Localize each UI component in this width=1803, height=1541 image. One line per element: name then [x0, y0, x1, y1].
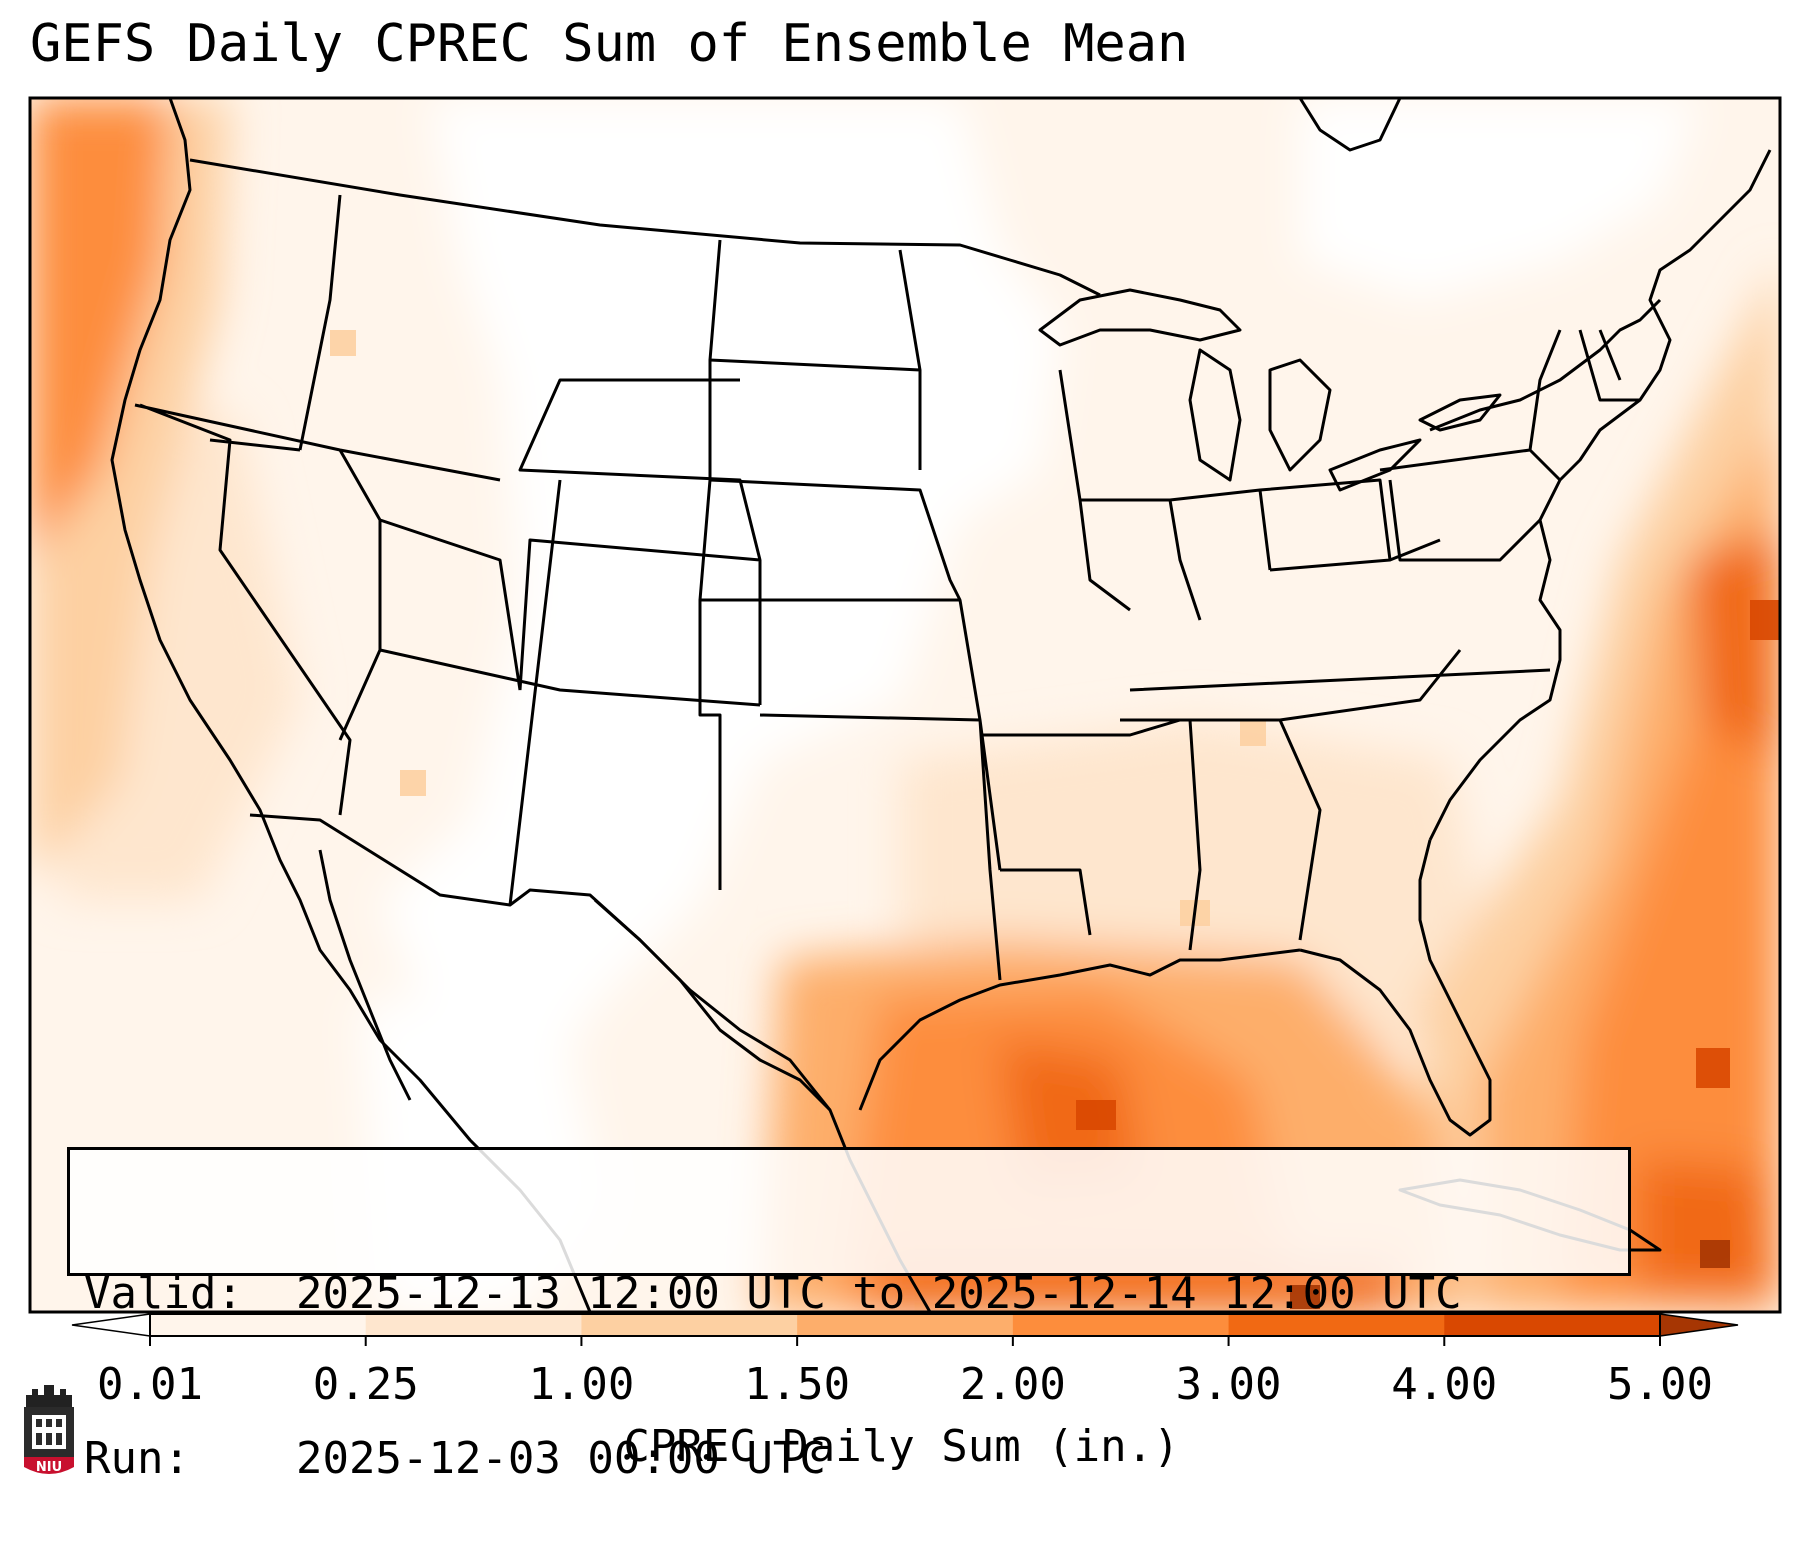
- info-box: Valid: 2025-12-13 12:00 UTC to 2025-12-14…: [67, 1147, 1631, 1484]
- coastlines: [110, 98, 1772, 1312]
- map-frame: [28, 96, 1782, 1314]
- atlantic-core: [1690, 530, 1780, 760]
- great-lakes: [1038, 288, 1502, 492]
- colorbar-tick-label: 1.50: [744, 1359, 851, 1410]
- canada-us-border: [189, 158, 1101, 297]
- baja-california: [318, 849, 412, 1101]
- florida-coastline: [1299, 839, 1492, 1137]
- run-label: Run:: [84, 1433, 190, 1484]
- colorbar-tick-label: 3.00: [1175, 1359, 1282, 1410]
- state-borders-central: [698, 239, 1181, 981]
- valid-row: Valid: 2025-12-13 12:00 UTC to 2025-12-14…: [84, 1266, 1614, 1321]
- political-borders: [134, 158, 1662, 1111]
- valid-label: Valid:: [84, 1268, 243, 1319]
- run-value: 2025-12-03 00:00 UTC: [296, 1433, 826, 1484]
- dry-region-plains: [380, 98, 1060, 1120]
- colorbar-segment: [797, 1314, 1014, 1336]
- hudson-bay-coast: [1298, 98, 1402, 152]
- colorbar-segment: [1012, 1314, 1230, 1336]
- caribbean-core: [1640, 1160, 1770, 1300]
- canada-us-border-east: [1429, 298, 1662, 432]
- colorbar-title: CPREC Daily Sum (in.): [623, 1421, 1180, 1472]
- colorbar-tick-label: 5.00: [1607, 1359, 1713, 1410]
- colorbar-extend-high: [1659, 1313, 1739, 1337]
- dry-region-canada: [1300, 98, 1700, 300]
- west-coastline: [110, 98, 592, 1312]
- colorbar-segment: [1228, 1314, 1445, 1336]
- colorbar-segment: [581, 1314, 798, 1336]
- colorbar-segment: [365, 1314, 582, 1336]
- colorbar-tick-label: 2.00: [959, 1359, 1066, 1410]
- niu-logo-text: NIU: [36, 1460, 62, 1475]
- valid-value: 2025-12-13 12:00 UTC to 2025-12-14 12:00…: [296, 1268, 1462, 1319]
- colorbar-outline: [149, 1313, 1661, 1337]
- colorbar-tick-label: 1.00: [528, 1359, 635, 1410]
- state-borders-east: [1058, 329, 1640, 951]
- colorbar-segment: [150, 1314, 367, 1336]
- colorbar-tick-label: 4.00: [1391, 1359, 1498, 1410]
- colorbar: [71, 1313, 1739, 1346]
- pacific-band-heavy: [30, 98, 170, 560]
- state-borders-west: [134, 194, 762, 906]
- colorbar-tick-label: 0.01: [97, 1359, 203, 1410]
- niu-logo: NIU: [24, 1385, 74, 1475]
- colorbar-tick-label: 0.25: [312, 1359, 419, 1410]
- precip-speckles: [330, 330, 1780, 1309]
- east-coastline: [1428, 149, 1772, 841]
- run-row: Run: 2025-12-03 00:00 UTC: [84, 1431, 1614, 1486]
- us-mexico-border: [249, 813, 832, 1111]
- colorbar-segment: [1444, 1314, 1661, 1336]
- map-title: GEFS Daily CPREC Sum of Ensemble Mean: [30, 14, 1189, 74]
